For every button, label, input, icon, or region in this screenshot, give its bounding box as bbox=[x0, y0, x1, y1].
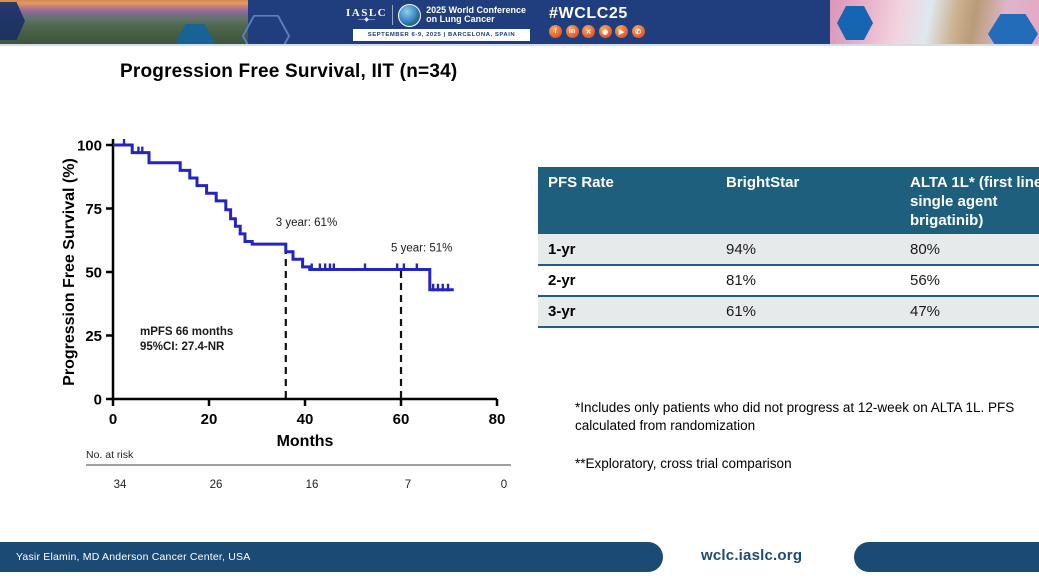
table-row: 2-yr 81% 56% bbox=[538, 265, 1039, 297]
globe-icon bbox=[398, 3, 422, 27]
table-header-row: PFS Rate BrightStar ALTA 1L* (first line… bbox=[538, 167, 1039, 235]
svg-text:Progression Free Survival (%): Progression Free Survival (%) bbox=[61, 158, 78, 386]
svg-text:0: 0 bbox=[109, 411, 117, 428]
conference-banner: IASLC —◆— 2025 World Conference on Lung … bbox=[0, 0, 1039, 46]
svg-text:34: 34 bbox=[114, 479, 127, 491]
col-header-alta1l: ALTA 1L* (first line single agent brigat… bbox=[900, 167, 1039, 235]
svg-text:95%CI: 27.4-NR: 95%CI: 27.4-NR bbox=[140, 341, 225, 353]
iaslc-label: IASLC bbox=[346, 6, 388, 19]
svg-text:5 year: 51%: 5 year: 51% bbox=[391, 242, 452, 254]
row-label-1yr: 1-yr bbox=[548, 240, 576, 258]
svg-text:80: 80 bbox=[489, 411, 506, 428]
iaslc-logo: IASLC —◆— bbox=[346, 6, 388, 23]
presenter-credit: Yasir Elamin, MD Anderson Cancer Center,… bbox=[16, 551, 251, 563]
km-chart-container: 0 25 50 75 100 0 20 40 60 80 Progression Free Surv… bbox=[60, 127, 520, 507]
col-header-brightstar: BrightStar bbox=[716, 167, 900, 235]
svg-text:50: 50 bbox=[85, 265, 102, 282]
col-header-pfs-rate: PFS Rate bbox=[538, 167, 716, 235]
svg-text:Months: Months bbox=[277, 433, 334, 450]
table-row: 3-yr 61% 47% bbox=[538, 296, 1039, 328]
conference-website: wclc.iaslc.org bbox=[701, 547, 803, 564]
svg-text:0: 0 bbox=[501, 479, 507, 491]
table-row: 1-yr 94% 80% bbox=[538, 234, 1039, 266]
x-icon: ✕ bbox=[582, 25, 595, 38]
value-1yr-alta1l: 80% bbox=[910, 240, 941, 258]
footnotes: *Includes only patients who did not prog… bbox=[575, 399, 1039, 494]
hexagon-decoration bbox=[837, 6, 873, 40]
footnote-single-asterisk: *Includes only patients who did not prog… bbox=[575, 400, 1015, 433]
footnote-double-asterisk: **Exploratory, cross trial comparison bbox=[575, 456, 792, 472]
wclc-logo: IASLC —◆— 2025 World Conference on Lung … bbox=[346, 3, 534, 42]
conference-dates: SEPTEMBER 6-9, 2025 | BARCELONA, SPAIN bbox=[353, 29, 530, 41]
whatsapp-icon: ✆ bbox=[631, 25, 645, 38]
svg-text:20: 20 bbox=[201, 411, 218, 428]
youtube-icon: ▶ bbox=[615, 25, 628, 38]
value-3yr-alta1l: 47% bbox=[910, 303, 941, 321]
row-label-2yr: 2-yr bbox=[548, 272, 576, 290]
social-icons: f in ✕ ◉ ▶ ✆ bbox=[549, 25, 645, 38]
svg-text:26: 26 bbox=[210, 479, 223, 491]
logo-divider bbox=[392, 5, 394, 25]
km-chart: 0 25 50 75 100 0 20 40 60 80 Progression Free Surv… bbox=[61, 138, 511, 491]
value-1yr-brightstar: 94% bbox=[726, 240, 757, 258]
footer-right-bar bbox=[854, 542, 1039, 572]
svg-text:75: 75 bbox=[85, 201, 102, 218]
value-2yr-brightstar: 81% bbox=[726, 272, 757, 290]
hexagon-decoration bbox=[176, 24, 214, 44]
svg-text:0: 0 bbox=[94, 392, 102, 409]
svg-text:100: 100 bbox=[77, 138, 102, 155]
svg-text:No. at risk: No. at risk bbox=[86, 449, 134, 461]
pfs-rate-table: PFS Rate BrightStar ALTA 1L* (first line… bbox=[538, 167, 1039, 328]
svg-text:mPFS 66 months: mPFS 66 months bbox=[140, 326, 233, 338]
svg-text:25: 25 bbox=[85, 328, 102, 345]
instagram-icon: ◉ bbox=[598, 25, 612, 38]
facebook-icon: f bbox=[549, 25, 562, 38]
conference-title: 2025 World Conference on Lung Cancer bbox=[426, 4, 526, 24]
hashtag-label: #WCLC25 bbox=[549, 5, 628, 22]
svg-text:40: 40 bbox=[297, 411, 314, 428]
linkedin-icon: in bbox=[565, 25, 579, 38]
svg-text:16: 16 bbox=[306, 479, 319, 491]
row-label-3yr: 3-yr bbox=[548, 303, 576, 321]
page-title: Progression Free Survival, IIT (n=34) bbox=[120, 61, 458, 82]
hexagon-outline-decoration bbox=[242, 15, 290, 44]
svg-text:60: 60 bbox=[393, 411, 410, 428]
iaslc-emblem-icon: —◆— bbox=[358, 16, 375, 23]
presenter-credit-bar: Yasir Elamin, MD Anderson Cancer Center,… bbox=[0, 542, 663, 572]
value-2yr-alta1l: 56% bbox=[910, 272, 941, 290]
svg-text:7: 7 bbox=[405, 479, 411, 491]
svg-text:3 year: 61%: 3 year: 61% bbox=[276, 217, 337, 229]
value-3yr-brightstar: 61% bbox=[726, 303, 757, 321]
